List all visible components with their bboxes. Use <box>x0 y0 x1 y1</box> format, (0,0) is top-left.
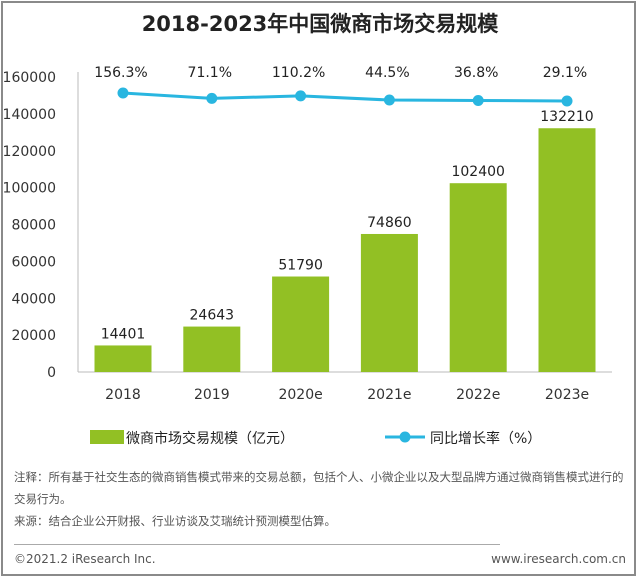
legend-line-marker <box>399 431 411 443</box>
y-tick-label: 80000 <box>11 218 56 234</box>
growth-label: 156.3% <box>94 65 147 81</box>
growth-point <box>472 95 484 107</box>
growth-label: 36.8% <box>454 65 498 81</box>
growth-label: 29.1% <box>543 65 587 81</box>
bar <box>449 183 507 372</box>
chart-note: 注释：所有基于社交生态的微商销售模式带来的交易总额，包括个人、小微企业以及大型品… <box>14 470 624 506</box>
legend-bar-swatch <box>90 430 124 444</box>
growth-point <box>295 90 307 102</box>
website: www.iresearch.com.cn <box>491 552 626 566</box>
bar-value-label: 132210 <box>540 109 593 125</box>
chart-title: 2018-2023年中国微商市场交易规模 <box>141 12 499 36</box>
bar-value-label: 51790 <box>278 258 323 274</box>
chart-plot: 0 20000 40000 60000 80000 100000 120000 140000 1… <box>3 65 612 447</box>
x-tick-label: 2019 <box>194 387 230 403</box>
x-tick-label: 2023e <box>545 387 589 403</box>
y-tick-label: 100000 <box>3 181 56 197</box>
copyright: ©2021.2 iResearch Inc. <box>14 552 156 566</box>
growth-point <box>117 87 129 99</box>
bar-value-label: 74860 <box>367 215 412 231</box>
y-tick-label: 60000 <box>11 254 56 270</box>
growth-line <box>122 91 568 103</box>
footer-divider <box>14 544 500 545</box>
bar-value-label: 24643 <box>190 308 235 324</box>
y-tick-label: 40000 <box>11 291 56 307</box>
y-tick-label: 120000 <box>3 144 56 160</box>
growth-point <box>206 92 218 104</box>
legend-bar-label: 微商市场交易规模（亿元） <box>126 430 294 447</box>
chart-source: 来源：结合企业公开财报、行业访谈及艾瑞统计预测模型估算。 <box>14 514 336 528</box>
y-tick-label: 0 <box>47 365 56 381</box>
bar <box>538 128 596 372</box>
growth-point <box>561 95 573 107</box>
growth-label: 71.1% <box>188 65 232 81</box>
bar <box>360 233 418 372</box>
legend-line-label: 同比增长率（%） <box>430 430 541 447</box>
bar-value-label: 102400 <box>451 164 504 180</box>
bar <box>94 345 152 372</box>
y-tick-label: 140000 <box>3 107 56 123</box>
y-tick-label: 20000 <box>11 328 56 344</box>
x-tick-label: 2018 <box>105 387 141 403</box>
x-tick-label: 2020e <box>278 387 322 403</box>
bar <box>183 326 241 372</box>
growth-label: 110.2% <box>272 65 325 81</box>
growth-label: 44.5% <box>365 65 409 81</box>
y-tick-label: 160000 <box>3 70 56 86</box>
bar <box>272 276 330 372</box>
x-tick-label: 2022e <box>456 387 500 403</box>
bar-value-label: 14401 <box>101 326 146 342</box>
growth-point <box>383 94 395 106</box>
x-tick-label: 2021e <box>367 387 411 403</box>
